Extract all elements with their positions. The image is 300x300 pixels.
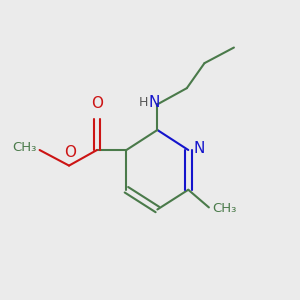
Text: H: H <box>139 95 148 109</box>
Text: N: N <box>148 95 160 110</box>
Text: CH₃: CH₃ <box>212 202 237 215</box>
Text: O: O <box>91 96 103 111</box>
Text: O: O <box>64 145 76 160</box>
Text: CH₃: CH₃ <box>12 141 37 154</box>
Text: N: N <box>194 141 205 156</box>
